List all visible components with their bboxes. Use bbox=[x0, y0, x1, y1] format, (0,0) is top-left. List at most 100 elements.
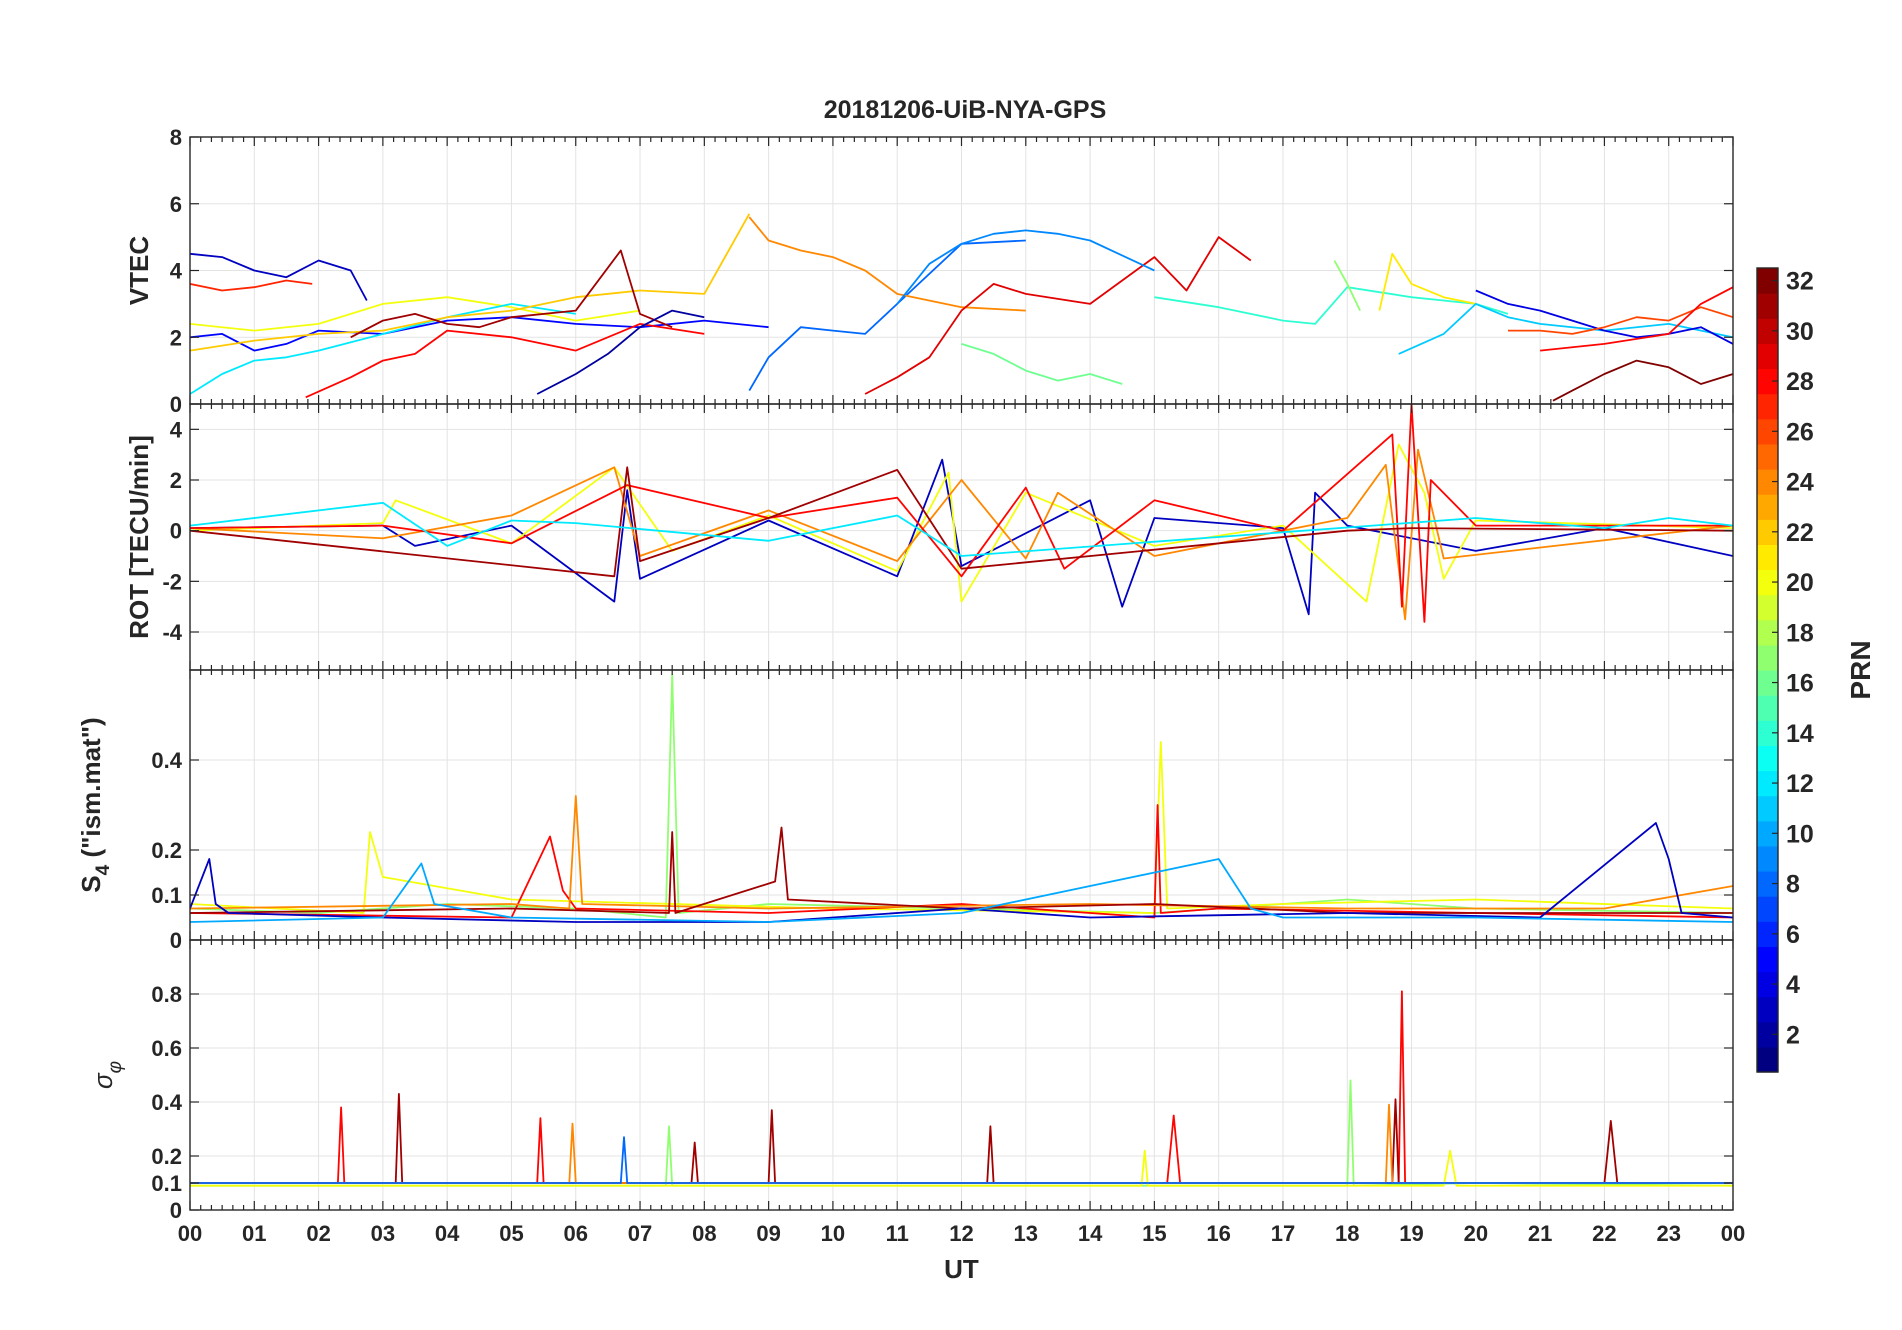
y-axis-label-s4: S4 ("ism.mat") bbox=[76, 717, 114, 892]
x-axis-label: UT bbox=[944, 1254, 979, 1284]
x-tick-label: 04 bbox=[435, 1221, 460, 1246]
colorbar-frame bbox=[1756, 267, 1779, 1073]
colorbar-segment bbox=[1757, 845, 1778, 872]
yticks-s4: 0 0.1 0.2 0.4 bbox=[151, 748, 1733, 953]
x-tick-label: 17 bbox=[1271, 1221, 1295, 1246]
colorbar-tick-label: 22 bbox=[1786, 519, 1814, 547]
colorbar-label: PRN bbox=[1845, 640, 1876, 699]
colorbar-segment bbox=[1757, 770, 1778, 797]
y-tick-label: -2 bbox=[162, 569, 182, 594]
colorbar-segment bbox=[1757, 293, 1778, 319]
colorbar-segment bbox=[1757, 820, 1778, 847]
trace-prn-8 bbox=[190, 1136, 1733, 1184]
trace-prn-2 bbox=[536, 309, 705, 395]
y-tick-label: 4 bbox=[170, 417, 183, 442]
y-tick-label: 4 bbox=[170, 259, 183, 284]
x-tick-label: 14 bbox=[1078, 1221, 1103, 1246]
xtick-labels: 00 01 02 03 04 05 06 07 08 09 10 11 12 13 14 15 16 17 18 19… bbox=[178, 1221, 1745, 1246]
colorbar-segment bbox=[1757, 368, 1778, 395]
colorbar-segment bbox=[1757, 921, 1778, 947]
y-tick-label: 0 bbox=[170, 519, 182, 544]
traces-s4 bbox=[190, 673, 1733, 923]
y-axis-label-rot: ROT [TECU/min] bbox=[124, 435, 154, 639]
y-tick-label: 2 bbox=[170, 468, 182, 493]
colorbar-segment bbox=[1757, 644, 1778, 671]
trace-prn-17 bbox=[1333, 260, 1361, 311]
colorbar-segment bbox=[1757, 443, 1778, 470]
trace-prn-28 bbox=[190, 404, 1733, 623]
colorbar-segment bbox=[1757, 619, 1778, 646]
x-tick-label: 18 bbox=[1335, 1221, 1359, 1246]
colorbar-tick-label: 28 bbox=[1786, 368, 1814, 396]
trace-prn-4 bbox=[1475, 289, 1733, 345]
x-tick-label: 22 bbox=[1592, 1221, 1616, 1246]
xticks-rot bbox=[189, 404, 1734, 670]
colorbar-segment bbox=[1757, 594, 1778, 621]
x-tick-label: 00 bbox=[178, 1221, 202, 1246]
x-tick-label: 19 bbox=[1399, 1221, 1423, 1246]
trace-prn-29 bbox=[864, 236, 1252, 395]
x-tick-label: 00 bbox=[1721, 1221, 1745, 1246]
x-tick-label: 16 bbox=[1206, 1221, 1230, 1246]
panel-s4: 0 0.1 0.2 0.4 S4 ("ism.mat") bbox=[76, 669, 1734, 953]
trace-prn-28 bbox=[1540, 286, 1733, 352]
y-tick-label: 0.1 bbox=[151, 1171, 182, 1196]
trace-prn-28 bbox=[305, 323, 705, 399]
trace-prn-11 bbox=[1398, 303, 1733, 355]
colorbar-segment bbox=[1757, 1021, 1778, 1048]
y-tick-label: 6 bbox=[170, 192, 182, 217]
x-tick-label: 08 bbox=[692, 1221, 716, 1246]
x-tick-label: 09 bbox=[756, 1221, 780, 1246]
x-tick-label: 13 bbox=[1014, 1221, 1038, 1246]
trace-prn-12 bbox=[190, 501, 1733, 557]
trace-prn-31 bbox=[190, 826, 1733, 914]
x-tick-label: 10 bbox=[821, 1221, 845, 1246]
colorbar-segment bbox=[1757, 569, 1778, 596]
colorbar-tick-label: 20 bbox=[1786, 569, 1814, 597]
y-tick-label: 0 bbox=[170, 392, 182, 417]
grid-sigma_phi bbox=[189, 940, 1734, 1211]
trace-prn-31 bbox=[190, 466, 1733, 578]
y-tick-label: 0.6 bbox=[151, 1036, 182, 1061]
colorbar-segment bbox=[1757, 996, 1778, 1023]
colorbar-tick-label: 4 bbox=[1786, 971, 1800, 999]
trace-prn-32 bbox=[1552, 359, 1733, 402]
grid-vtec bbox=[189, 136, 1734, 405]
colorbar-segment bbox=[1757, 544, 1778, 571]
colorbar-tick-label: 12 bbox=[1786, 770, 1814, 798]
grid-s4 bbox=[189, 670, 1734, 941]
yticks-sigma_phi: 00.10.2 0.4 0.6 0.8 bbox=[151, 982, 1733, 1223]
colorbar-segment bbox=[1757, 720, 1778, 746]
y-tick-label: 0.2 bbox=[151, 838, 182, 863]
colorbar-tick-label: 24 bbox=[1786, 469, 1814, 497]
colorbar-segment bbox=[1757, 1046, 1778, 1073]
x-tick-label: 05 bbox=[499, 1221, 523, 1246]
y-tick-label: -4 bbox=[162, 620, 182, 645]
trace-prn-28 bbox=[190, 804, 1733, 919]
y-tick-label: 0 bbox=[170, 1198, 182, 1223]
colorbar-tick-label: 8 bbox=[1786, 871, 1800, 899]
trace-prn-3 bbox=[190, 458, 1733, 616]
trace-prn-20 bbox=[190, 296, 641, 332]
trace-prn-14 bbox=[1154, 286, 1509, 325]
colorbar-segment bbox=[1757, 318, 1778, 344]
colorbar-segment bbox=[1757, 343, 1778, 370]
y-tick-label: 2 bbox=[170, 325, 182, 350]
panel-vtec: 0 2 4 6 8 VTEC bbox=[124, 125, 1734, 417]
colorbar-segment bbox=[1757, 519, 1778, 545]
colorbar-segment bbox=[1757, 393, 1778, 420]
colorbar-segment bbox=[1757, 971, 1778, 998]
x-tick-label: 01 bbox=[242, 1221, 266, 1246]
colorbar-tick-label: 16 bbox=[1786, 670, 1814, 698]
trace-prn-3 bbox=[190, 252, 368, 301]
colorbar-tick-label: 30 bbox=[1786, 318, 1814, 346]
y-tick-label: 0.2 bbox=[151, 1144, 182, 1169]
ylabel-rest: ("ism.mat") bbox=[76, 717, 106, 864]
colorbar-tick-label: 2 bbox=[1786, 1021, 1800, 1049]
colorbar-segment bbox=[1757, 795, 1778, 822]
y-axis-label-vtec: VTEC bbox=[124, 236, 154, 306]
colorbar-tick-label: 18 bbox=[1786, 619, 1814, 647]
colorbar-tick-label: 6 bbox=[1786, 921, 1800, 949]
traces-sigma_phi bbox=[190, 990, 1733, 1187]
